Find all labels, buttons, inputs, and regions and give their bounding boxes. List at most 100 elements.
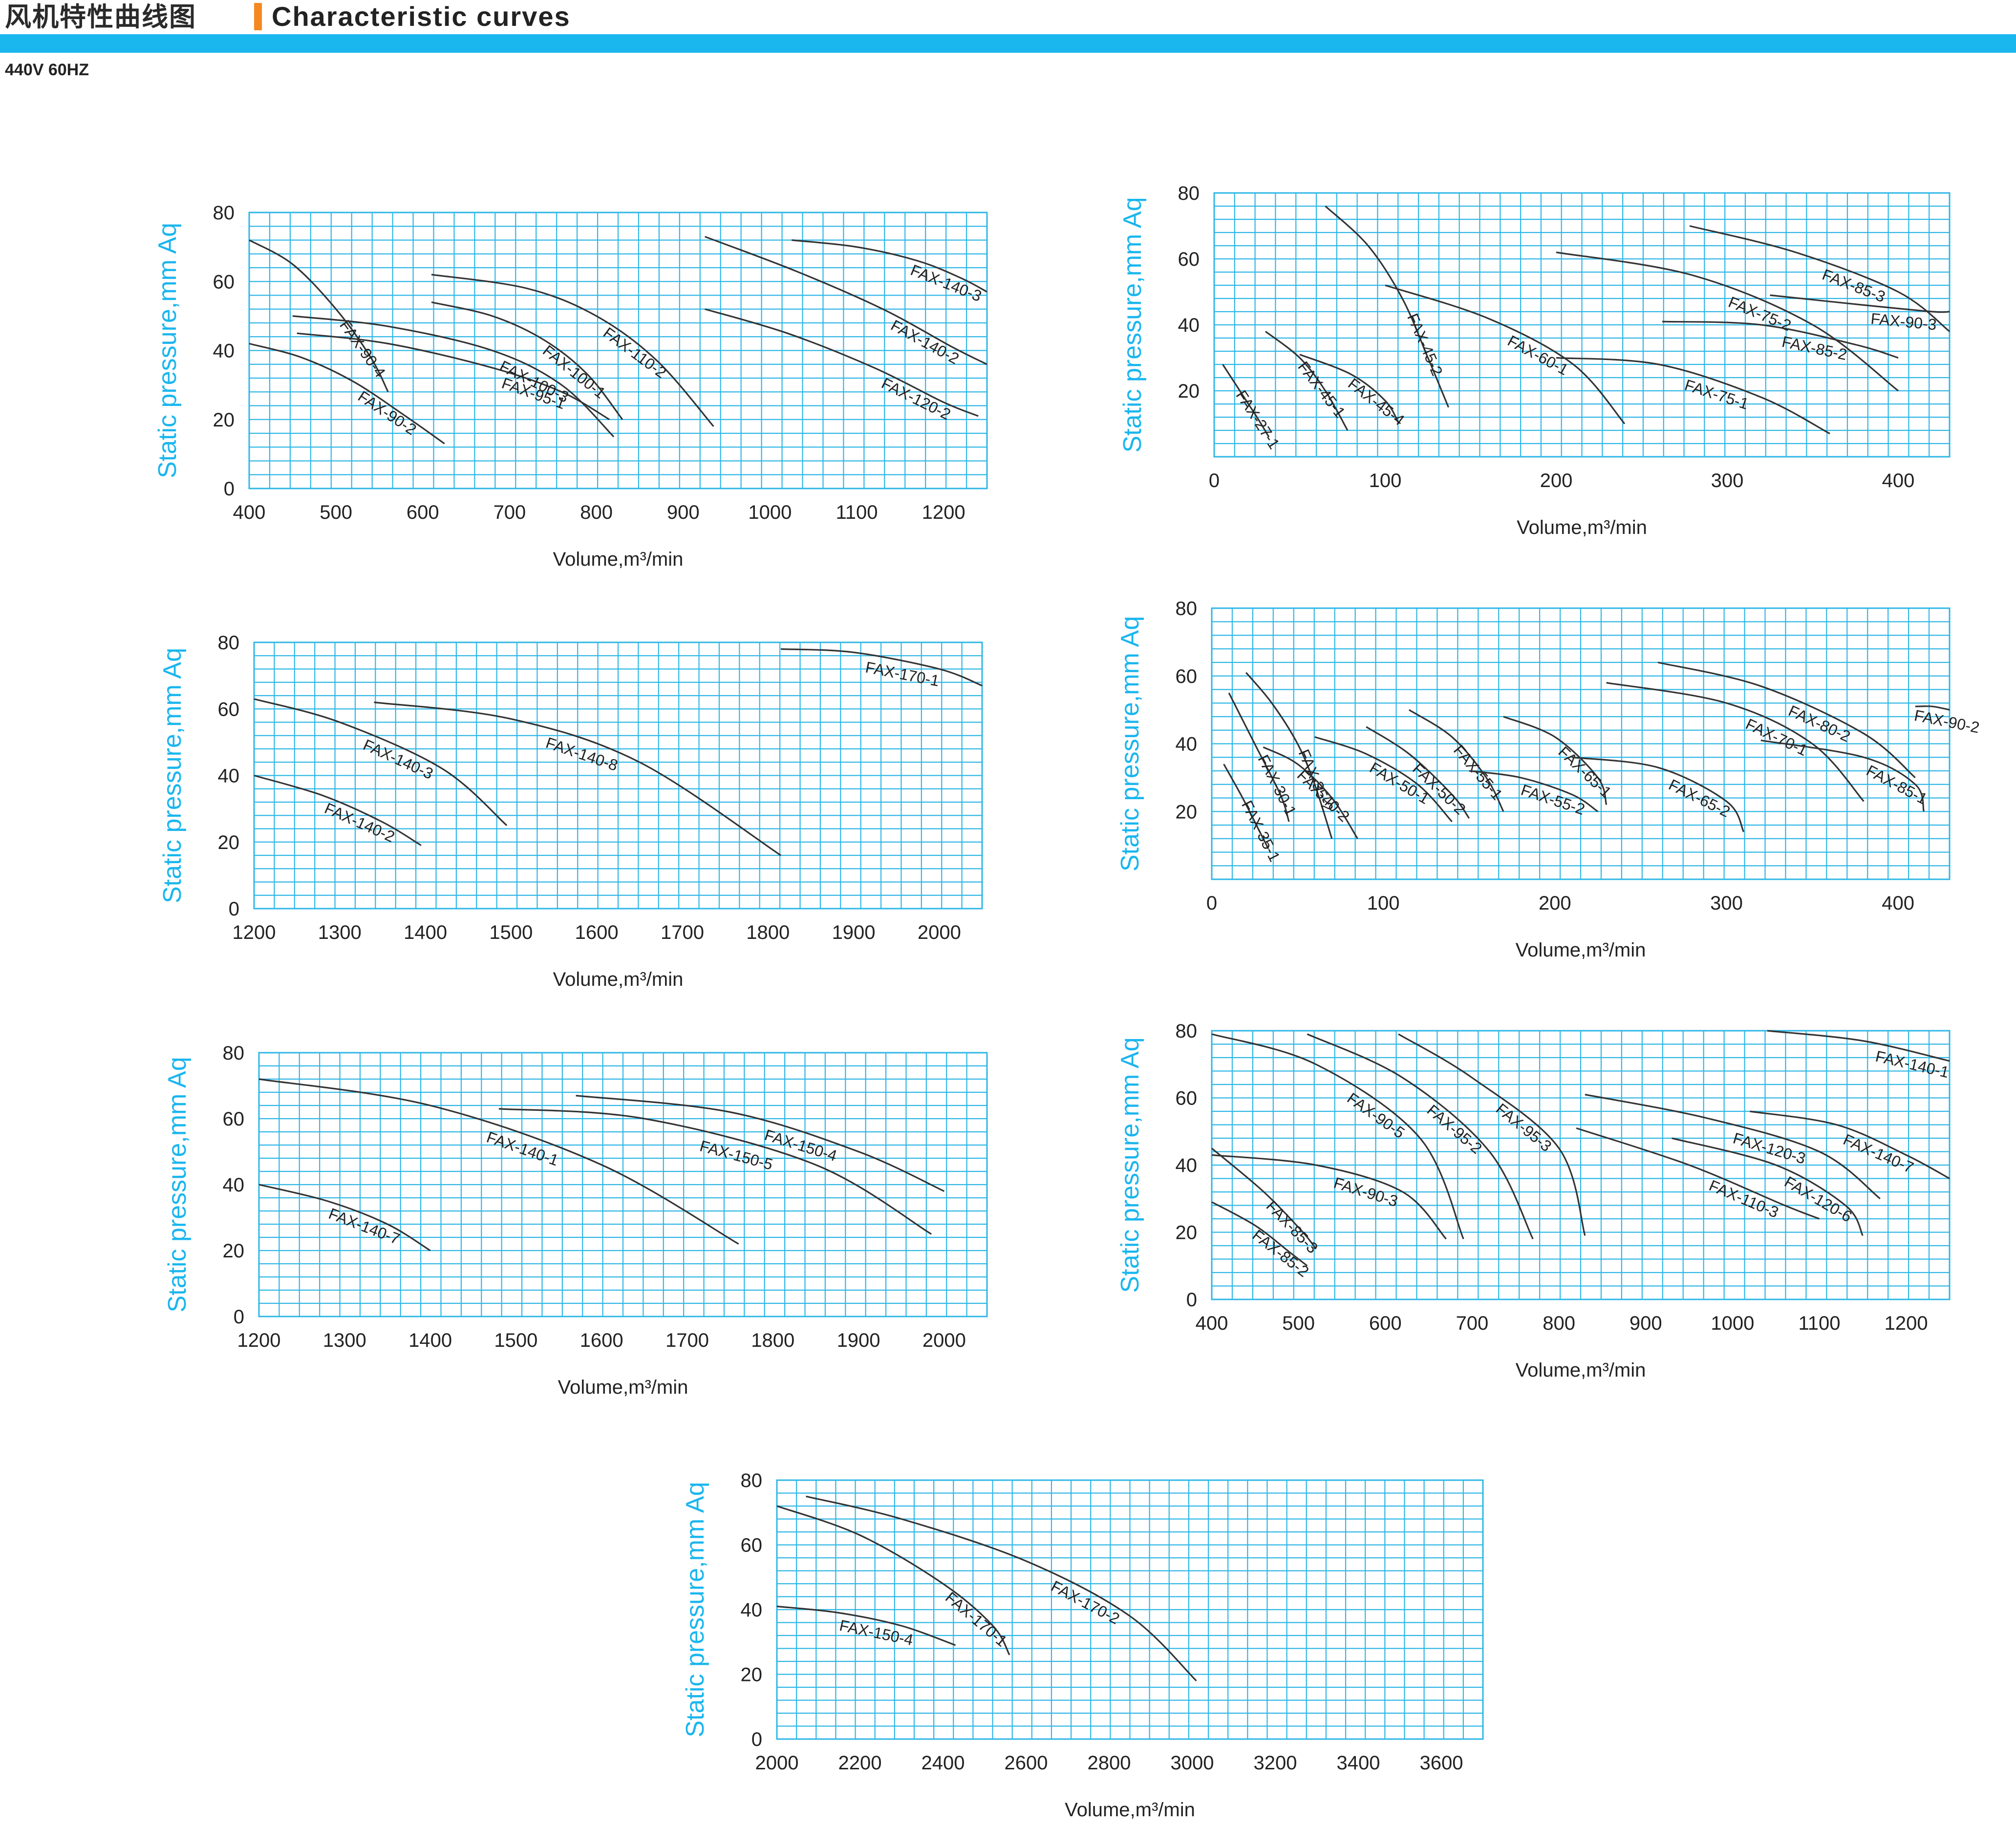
y-tick-label: 20 [218, 832, 240, 853]
x-tick-label: 2400 [922, 1752, 965, 1774]
chart-grid [1214, 193, 1950, 457]
x-tick-label: 1100 [1799, 1313, 1841, 1334]
y-tick-label: 0 [234, 1306, 244, 1328]
y-tick-label: 80 [218, 632, 240, 654]
series-curve [292, 315, 615, 438]
x-tick-label: 100 [1369, 470, 1402, 491]
y-axis-title: Static pressure,mm Aq [1116, 616, 1144, 871]
x-tick-label: 500 [320, 502, 352, 523]
x-axis-title: Volume,m³/min [1516, 1359, 1646, 1381]
series-curve [1265, 331, 1349, 431]
y-tick-label: 20 [213, 409, 235, 431]
chart-6: 400 500 600 700 800 900 1000 1100 1200 0 20 40 60 80 V… [1116, 1020, 1951, 1381]
x-axis-title: Volume,m³/min [1517, 517, 1647, 538]
series-label: FAX-45-1 [1294, 358, 1349, 421]
x-tick-label: 1800 [751, 1330, 794, 1351]
x-tick-label: 800 [580, 502, 613, 523]
x-tick-label: 2800 [1088, 1752, 1131, 1774]
series-curve [1366, 726, 1470, 819]
x-axis-title: Volume,m³/min [553, 969, 684, 990]
series-curve [1606, 682, 1865, 802]
x-tick-label: 1900 [837, 1330, 880, 1351]
series-curve [1770, 294, 1950, 313]
y-tick-label: 40 [741, 1599, 763, 1621]
y-tick-label: 20 [1176, 1222, 1198, 1244]
header-band [0, 34, 2016, 53]
x-tick-label: 500 [1282, 1313, 1315, 1334]
series-curve [498, 1108, 932, 1235]
x-tick-label: 1100 [836, 502, 878, 523]
chart-grid [1212, 608, 1950, 879]
series-curve [1408, 709, 1504, 812]
x-tick-label: 1500 [489, 922, 533, 943]
x-tick-label: 200 [1539, 892, 1571, 914]
series-label: FAX-140-7 [1841, 1130, 1916, 1176]
series-label: FAX-85-2 [1780, 333, 1849, 363]
series-label: FAX-90-2 [1913, 706, 1981, 737]
x-tick-label: 300 [1711, 470, 1744, 491]
x-axis-title: Volume,m³/min [553, 549, 684, 570]
x-tick-label: 3200 [1254, 1752, 1297, 1774]
y-tick-label: 0 [229, 898, 239, 920]
series-curve [780, 648, 983, 687]
series-curve [1223, 764, 1269, 850]
x-tick-label: 200 [1540, 470, 1573, 491]
series-curve [705, 235, 987, 365]
series-curve [1576, 1127, 1820, 1220]
plot-frame [1211, 1030, 1951, 1300]
y-tick-label: 0 [224, 478, 235, 500]
x-tick-label: 1700 [665, 1330, 709, 1351]
page-title-english: Characteristic curves [272, 1, 571, 32]
chart-grid [777, 1480, 1483, 1739]
header: 风机特性曲线图 Characteristic curves [0, 0, 2016, 54]
y-tick-label: 60 [223, 1108, 245, 1130]
y-axis-title: Static pressure,mm Aq [163, 1057, 192, 1312]
chart-grid [249, 212, 987, 489]
series-label: FAX-170-1 [864, 658, 941, 690]
x-tick-label: 2000 [755, 1752, 799, 1774]
series-label: FAX-170-1 [942, 1589, 1010, 1650]
series-curve [1299, 354, 1400, 425]
chart-4: 0 100 200 300 400 20 40 60 80 Volume,m³/min Static… [1116, 598, 1981, 961]
series-curve [705, 308, 979, 417]
series-curve [1657, 661, 1916, 779]
series-label: FAX-45-2 [1404, 311, 1446, 378]
y-tick-label: 40 [213, 340, 235, 362]
x-tick-label: 1600 [575, 922, 619, 943]
x-tick-label: 1400 [408, 1330, 452, 1351]
y-tick-label: 80 [1178, 183, 1200, 204]
series-label: FAX-90-3 [1870, 310, 1937, 334]
series-curve [1556, 251, 1899, 392]
x-tick-label: 900 [1630, 1313, 1662, 1334]
chart-grid [254, 642, 982, 909]
series-curve [1325, 205, 1449, 408]
y-tick-label: 60 [218, 699, 240, 720]
x-tick-label: 3000 [1171, 1752, 1214, 1774]
series-curve [1222, 364, 1270, 438]
series-curve [249, 342, 445, 445]
x-tick-label: 600 [407, 502, 439, 523]
x-axis-title: Volume,m³/min [558, 1377, 688, 1398]
y-tick-label: 40 [1176, 734, 1198, 755]
series-curve [1211, 1033, 1464, 1239]
series-label: FAX-95-3 [1493, 1100, 1555, 1155]
series-label: FAX-90-4 [336, 317, 389, 381]
x-tick-label: 1800 [746, 922, 790, 943]
y-tick-label: 80 [741, 1470, 763, 1491]
y-tick-label: 60 [1176, 1088, 1198, 1109]
x-tick-label: 900 [667, 502, 700, 523]
x-tick-label: 300 [1710, 892, 1743, 914]
x-axis-title: Volume,m³/min [1516, 939, 1646, 961]
y-tick-label: 80 [1176, 1020, 1198, 1042]
x-tick-label: 400 [1196, 1313, 1228, 1334]
y-tick-label: 20 [1176, 801, 1198, 823]
x-tick-label: 3400 [1337, 1752, 1380, 1774]
x-tick-label: 600 [1369, 1313, 1402, 1334]
series-curve [806, 1495, 1197, 1681]
series-label: FAX-120-2 [879, 374, 954, 423]
chart-3: 1200 1300 1400 1500 1600 1700 1800 1900 2000 0 20 4… [158, 632, 983, 990]
y-tick-label: 20 [1178, 381, 1200, 402]
series-curve [297, 332, 610, 421]
y-tick-label: 40 [1178, 315, 1200, 336]
x-tick-label: 100 [1367, 892, 1400, 914]
